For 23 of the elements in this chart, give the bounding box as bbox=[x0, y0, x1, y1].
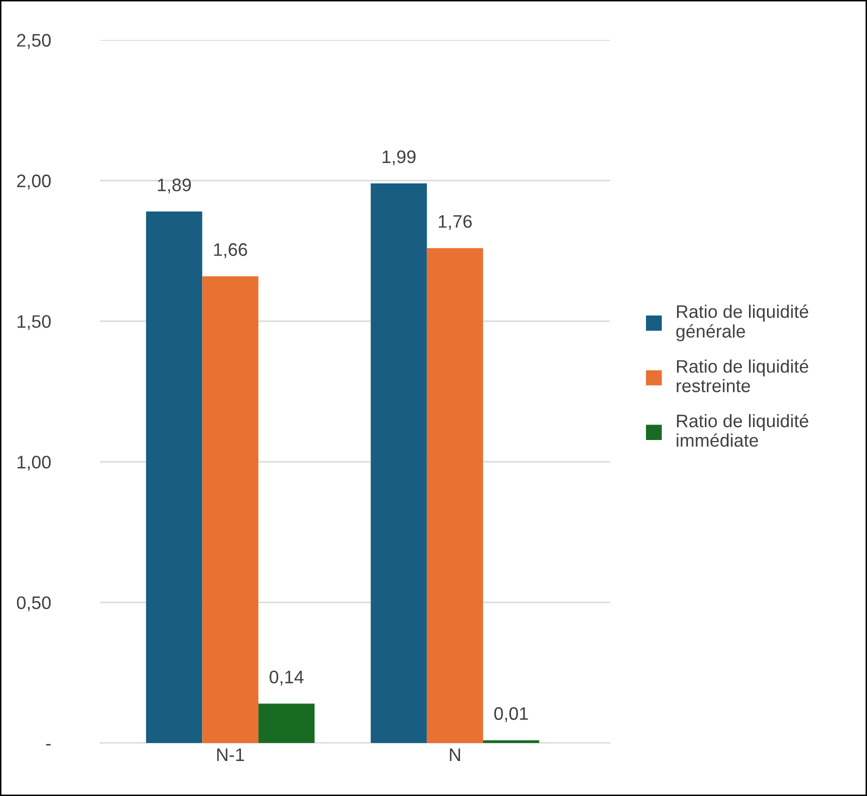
y-tick-label: 2,50 bbox=[17, 34, 51, 49]
data-label: 1,66 bbox=[214, 243, 248, 258]
bar bbox=[483, 740, 540, 743]
y-tick-label: 2,00 bbox=[17, 174, 51, 190]
data-label: 0,01 bbox=[494, 707, 528, 722]
legend-label: Ratio de liquidité générale bbox=[676, 304, 808, 342]
y-tick-label: - bbox=[46, 744, 51, 746]
data-label: 1,89 bbox=[158, 178, 191, 194]
bar bbox=[426, 248, 484, 743]
bar bbox=[202, 276, 258, 743]
bar bbox=[370, 183, 427, 743]
y-tick-label: 1,00 bbox=[18, 456, 51, 471]
legend-label: Ratio de liquidité immédiate bbox=[676, 414, 808, 447]
y-tick-label: 0,50 bbox=[16, 596, 51, 612]
y-tick-label: 1,50 bbox=[18, 315, 51, 330]
bar bbox=[146, 212, 202, 743]
data-label: 1,99 bbox=[382, 150, 416, 166]
data-label: 0,14 bbox=[270, 670, 304, 686]
x-tick-label: N-1 bbox=[217, 748, 244, 761]
legend-label: Ratio de liquidité restreinte bbox=[676, 359, 808, 392]
x-tick-label: N bbox=[450, 748, 460, 761]
data-label: 1,76 bbox=[438, 215, 472, 230]
bar bbox=[258, 704, 315, 743]
